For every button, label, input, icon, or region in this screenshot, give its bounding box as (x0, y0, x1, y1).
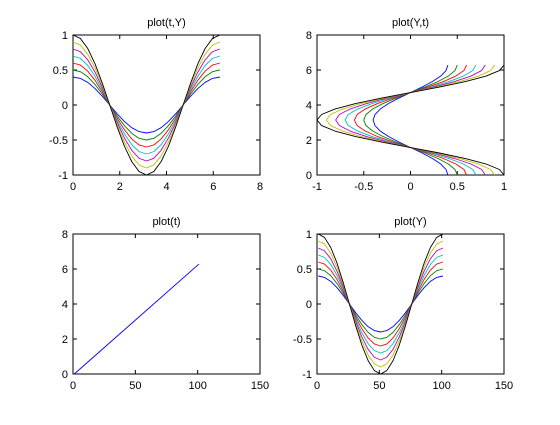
chart-title: plot(Y) (394, 216, 426, 228)
y-tick-label: -1 (302, 369, 312, 381)
x-tick-label: 4 (163, 181, 169, 193)
y-tick-label: -1 (58, 170, 68, 182)
y-tick-label: -0.5 (49, 135, 68, 147)
subplot-top-left: plot(t,Y) 0 2 4 6 8 -1 -0.5 0 0.5 1 (49, 17, 263, 193)
series-line (318, 254, 444, 354)
y-tick-label: 4 (62, 299, 68, 311)
x-tick-label: 1 (501, 181, 507, 193)
x-tick-label: 0.5 (450, 181, 465, 193)
y-tick-label: 8 (306, 30, 312, 42)
y-tick-label: 8 (62, 229, 68, 241)
y-tick-label: 2 (62, 334, 68, 346)
series-line (72, 34, 221, 176)
series-line (325, 64, 496, 176)
chart-title: plot(Y,t) (392, 17, 429, 29)
series-line (73, 263, 200, 375)
y-tick-label: 0.5 (53, 65, 68, 77)
x-tick-label: 100 (432, 380, 450, 392)
series-line (72, 41, 221, 169)
series-line (363, 64, 458, 176)
x-tick-label: 6 (210, 181, 216, 193)
series-line (318, 233, 444, 375)
x-tick-label: 8 (257, 181, 263, 193)
y-tick-label: 6 (306, 65, 312, 77)
series-line (72, 48, 221, 162)
axes-box (72, 233, 261, 375)
series-line (318, 240, 444, 368)
y-tick-label: 2 (306, 135, 312, 147)
series-line (335, 64, 486, 176)
series-line (318, 247, 444, 361)
y-tick-label: 6 (62, 264, 68, 276)
x-tick-label: 0 (70, 181, 76, 193)
series-line (72, 69, 220, 141)
y-tick-label: 0 (306, 299, 312, 311)
chart-title: plot(t) (152, 216, 180, 228)
subplot-bottom-right: plot(Y) 0 50 100 150 -1 -0.5 0 0.5 1 (293, 216, 513, 392)
y-tick-label: 0 (62, 100, 68, 112)
y-tick-label: 1 (306, 229, 312, 241)
x-tick-label: 150 (251, 380, 269, 392)
series-line (72, 55, 221, 155)
x-tick-label: 2 (117, 181, 123, 193)
series-line (72, 76, 220, 134)
series-line (344, 64, 477, 176)
x-tick-label: 50 (129, 380, 141, 392)
y-tick-label: 1 (62, 30, 68, 42)
series-line (353, 64, 468, 176)
x-tick-label: 50 (373, 380, 385, 392)
x-tick-label: 0 (407, 181, 413, 193)
x-tick-label: 0 (314, 380, 320, 392)
x-tick-label: 0 (70, 380, 76, 392)
subplot-top-right: plot(Y,t) -1 -0.5 0 0.5 1 0 2 4 6 8 (306, 17, 507, 193)
chart-title: plot(t,Y) (147, 17, 186, 29)
y-tick-label: 0 (62, 369, 68, 381)
series-line (372, 64, 449, 176)
series-line (72, 62, 220, 148)
subplot-bottom-left: plot(t) 0 50 100 150 0 2 4 6 8 (62, 216, 269, 392)
x-tick-label: 150 (495, 380, 513, 392)
axes-box (316, 34, 505, 176)
series-line (318, 268, 444, 340)
y-tick-label: -0.5 (293, 334, 312, 346)
axes-box (316, 233, 505, 375)
axes-box (72, 34, 261, 176)
y-tick-label: 0 (306, 170, 312, 182)
x-tick-label: -1 (312, 181, 322, 193)
x-tick-label: -0.5 (354, 181, 373, 193)
series-line (318, 261, 444, 347)
y-tick-label: 0.5 (297, 264, 312, 276)
y-tick-label: 4 (306, 100, 312, 112)
series-line (316, 64, 505, 176)
x-tick-label: 100 (188, 380, 206, 392)
series-line (318, 275, 444, 333)
